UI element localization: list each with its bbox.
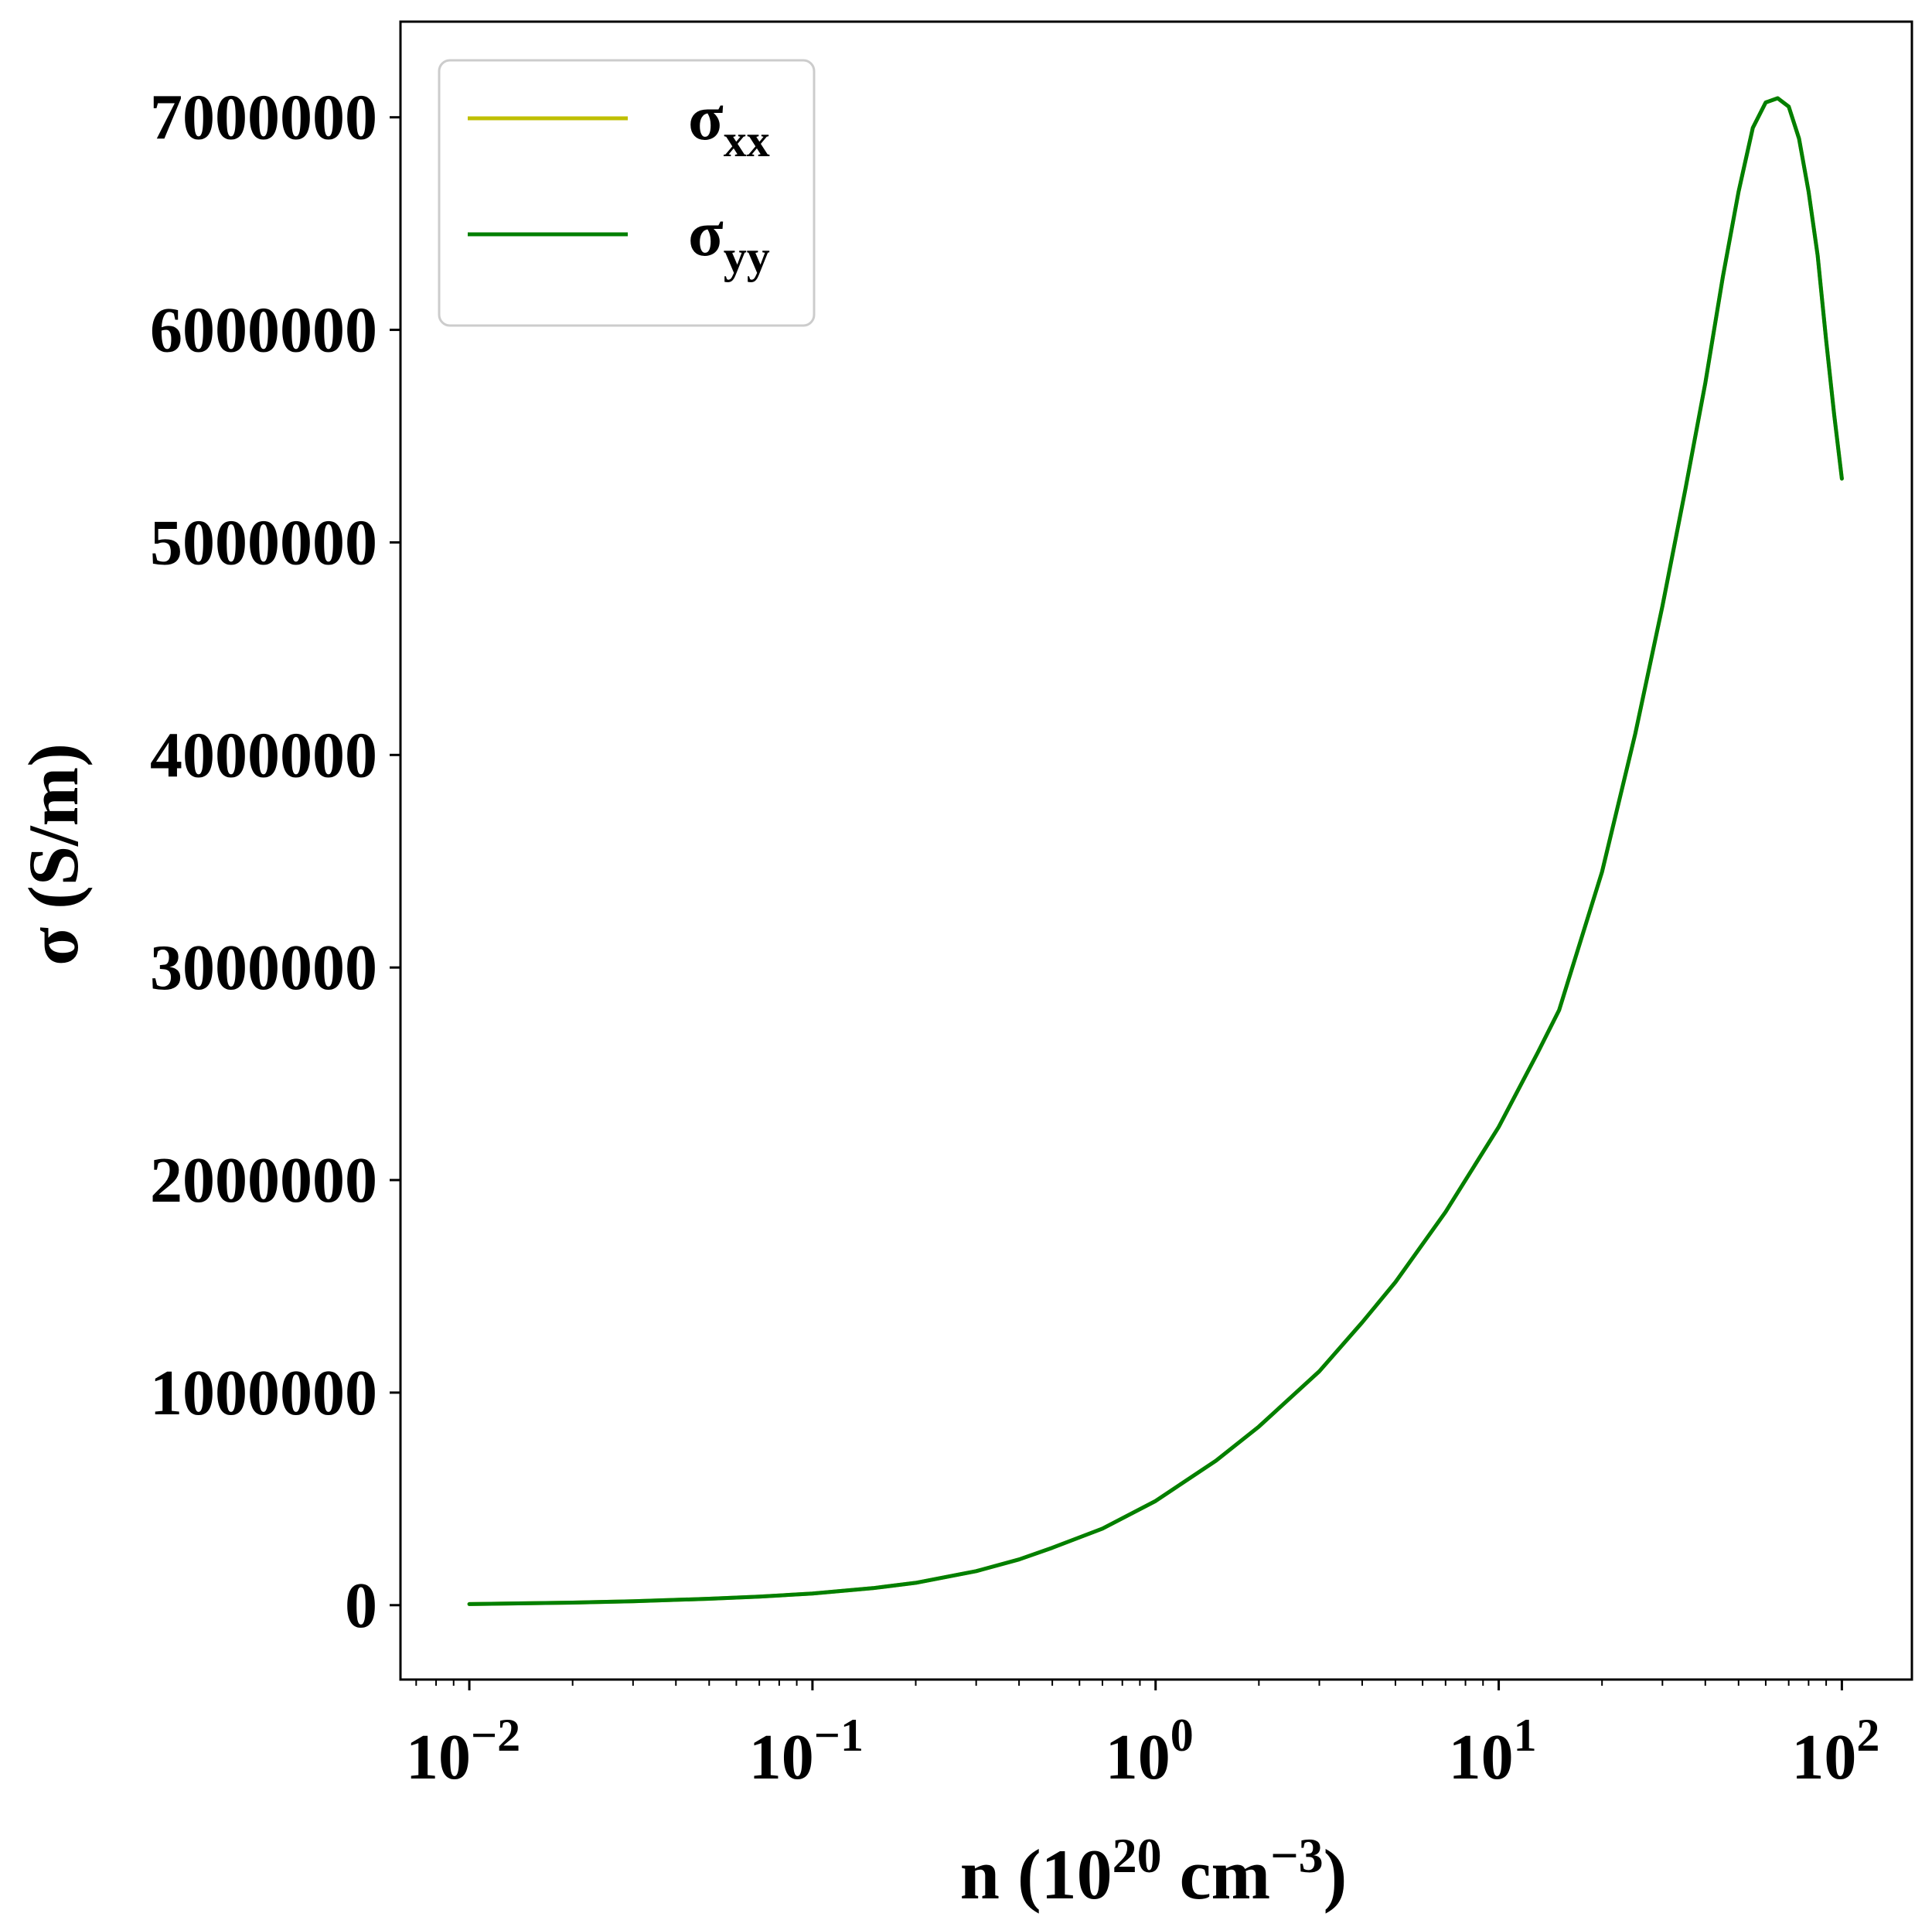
series-line-sigma-yy bbox=[467, 96, 1844, 1606]
y-tick-label: 7000000 bbox=[150, 82, 377, 154]
x-tick-label: 100 bbox=[1106, 1710, 1194, 1793]
y-tick-label: 4000000 bbox=[150, 719, 377, 791]
x-axis-label: n (1020 cm−3) bbox=[960, 1828, 1347, 1914]
legend-box bbox=[438, 59, 816, 327]
x-tick-label: 10−1 bbox=[749, 1710, 864, 1793]
y-tick-label: 2000000 bbox=[150, 1144, 377, 1216]
x-tick-label: 102 bbox=[1791, 1710, 1879, 1793]
y-tick-label: 5000000 bbox=[150, 506, 377, 578]
x-axis-ticks: 10−2 10−1 100 101 102 bbox=[406, 1680, 1879, 1793]
legend-label-sigma-xx: σxx bbox=[688, 82, 770, 166]
y-tick-label: 6000000 bbox=[150, 295, 377, 367]
x-tick-label: 10−2 bbox=[406, 1710, 520, 1793]
y-axis-label: σ (S/m) bbox=[14, 743, 93, 966]
plot-area-frame bbox=[399, 20, 1913, 1681]
series-layer bbox=[467, 96, 1844, 1606]
legend: σxx σyy bbox=[438, 59, 816, 327]
legend-label-sigma-yy: σyy bbox=[688, 198, 770, 282]
y-tick-label: 1000000 bbox=[150, 1357, 377, 1429]
x-tick-label: 101 bbox=[1449, 1710, 1537, 1793]
y-tick-label: 3000000 bbox=[150, 932, 377, 1004]
y-tick-label: 0 bbox=[345, 1570, 377, 1642]
y-axis-ticks: 0 1000000 2000000 3000000 4000000 5000000 6000… bbox=[150, 82, 400, 1642]
